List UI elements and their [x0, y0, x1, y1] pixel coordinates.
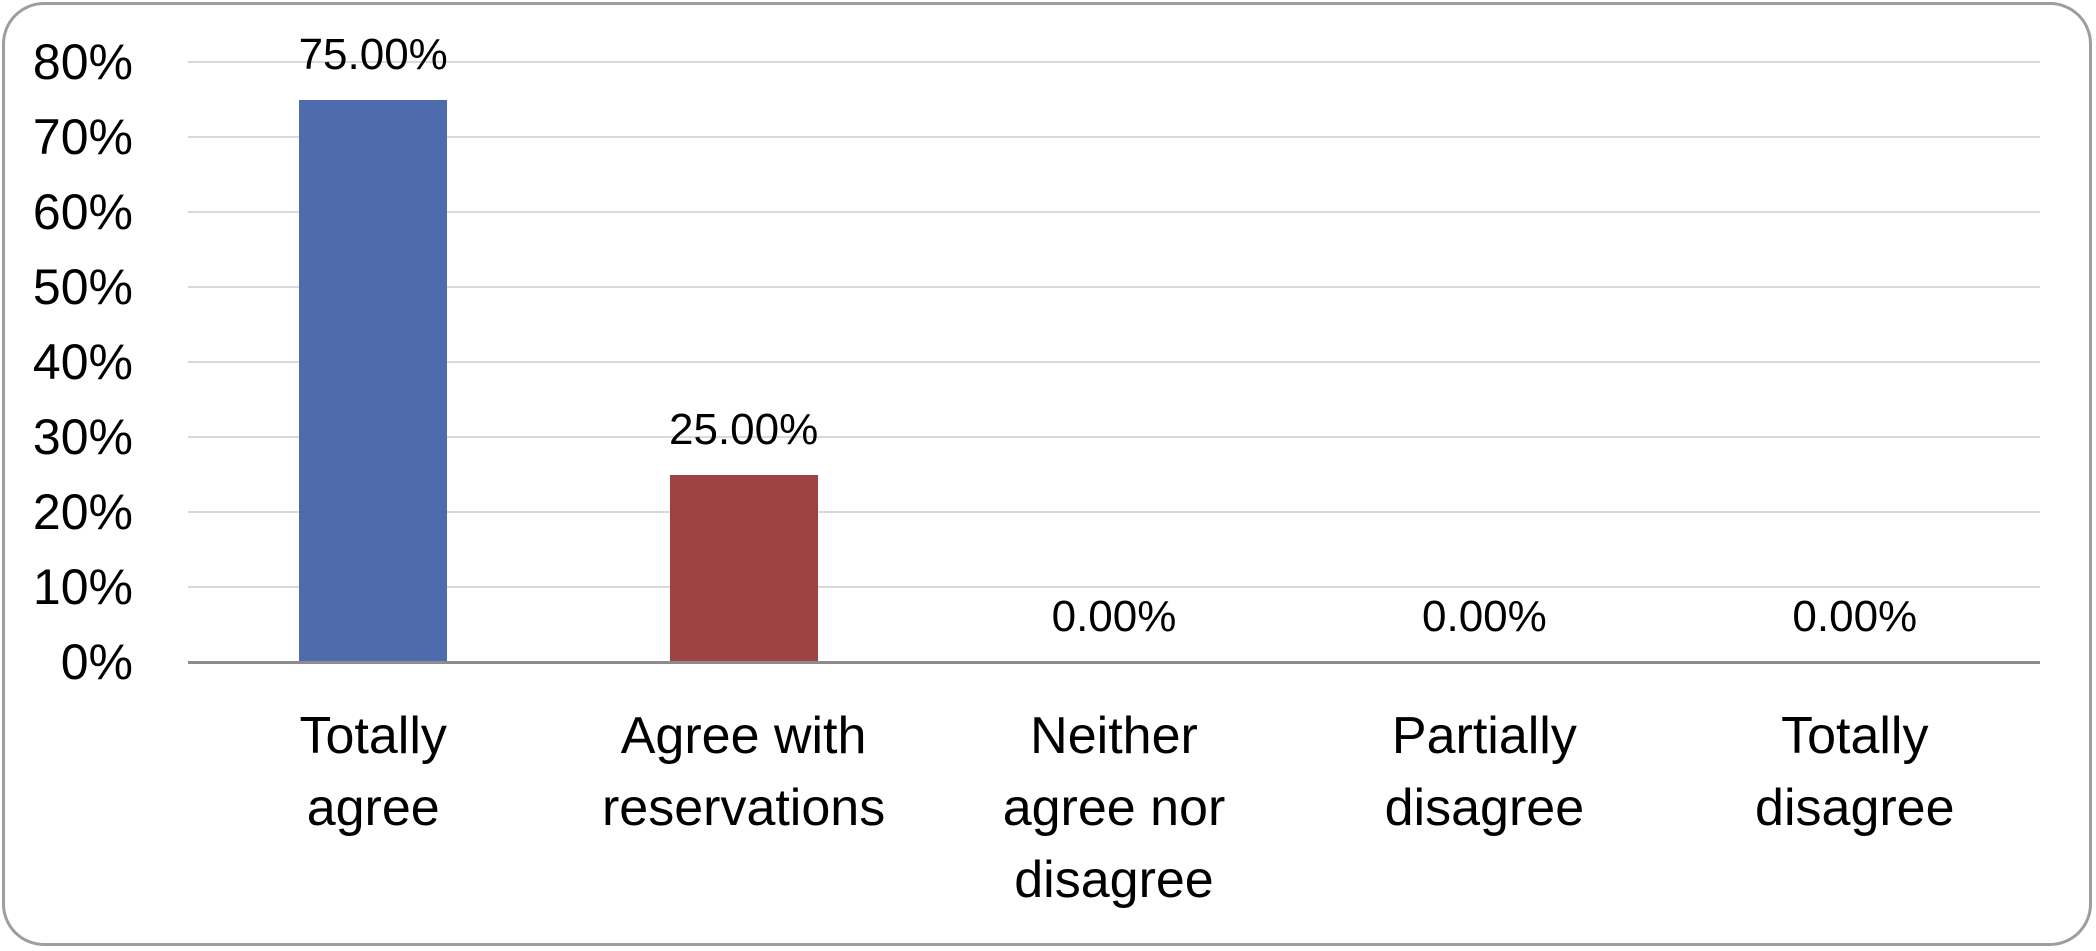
- data-label: 0.00%: [1792, 592, 1918, 641]
- gridline: [188, 511, 2040, 513]
- y-axis-tick-label: 40%: [32, 334, 133, 390]
- category-label: Totally disagree: [1755, 707, 1955, 837]
- y-axis-tick-label: 50%: [32, 259, 133, 315]
- y-axis-tick-label: 0%: [60, 634, 133, 690]
- y-axis-tick-label: 20%: [32, 484, 133, 540]
- data-label: 0.00%: [1051, 592, 1177, 641]
- gridline: [188, 286, 2040, 288]
- gridline: [188, 436, 2040, 438]
- y-axis-tick-label: 10%: [32, 559, 133, 615]
- y-axis-tick-label: 30%: [32, 409, 133, 465]
- data-label: 75.00%: [298, 29, 448, 79]
- bar-2: [669, 474, 818, 662]
- y-axis-tick-label: 80%: [32, 34, 133, 90]
- bar-1: [299, 99, 448, 662]
- category-label: Neither agree nor disagree: [1002, 707, 1226, 909]
- data-label: 0.00%: [1422, 592, 1547, 641]
- gridline: [188, 211, 2040, 213]
- gridline: [188, 586, 2040, 588]
- x-axis-line: [188, 661, 2040, 664]
- category-label: Partially disagree: [1384, 707, 1585, 837]
- y-axis-tick-label: 60%: [32, 184, 133, 240]
- category-label: Agree with reservations: [601, 707, 886, 837]
- data-label: 25.00%: [668, 404, 819, 454]
- category-label: Totally agree: [299, 707, 447, 837]
- y-axis-tick-label: 70%: [32, 109, 133, 165]
- gridline: [188, 61, 2040, 63]
- gridline: [188, 136, 2040, 138]
- gridline: [188, 361, 2040, 363]
